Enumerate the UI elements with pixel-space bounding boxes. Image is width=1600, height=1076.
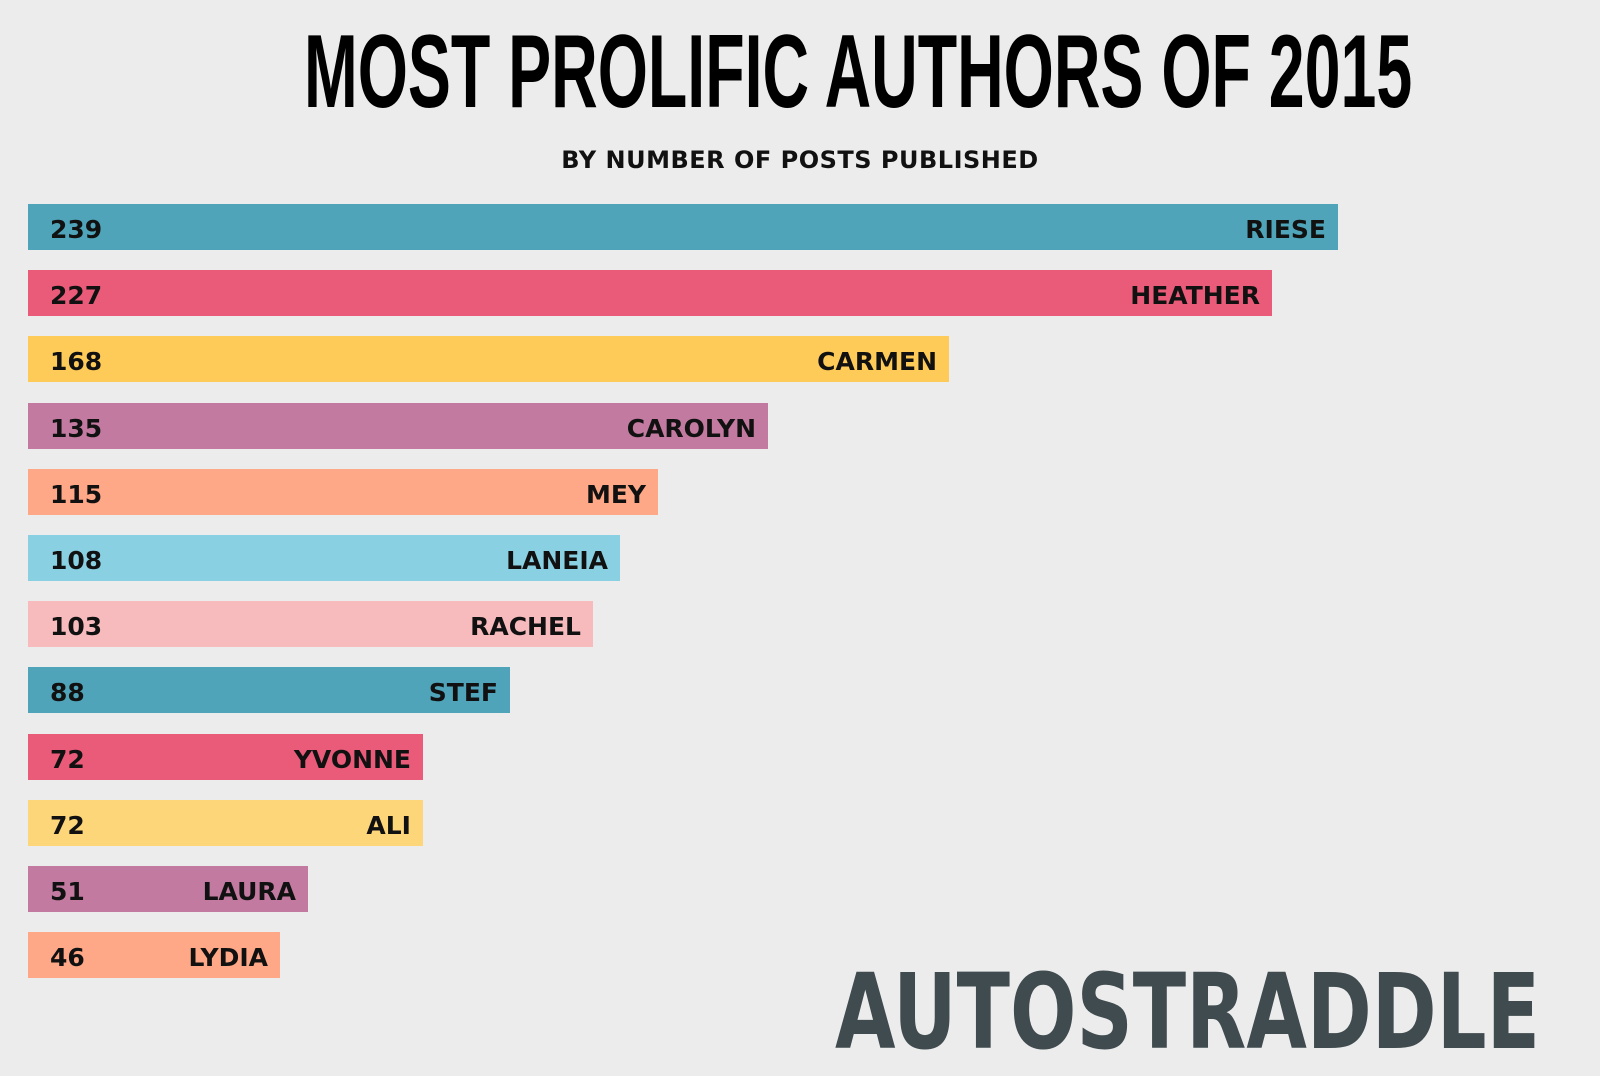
bar-rachel: 103 RACHEL	[28, 601, 593, 647]
bar-riese: 239 RIESE	[28, 204, 1338, 250]
bar-value-label: 239	[50, 215, 103, 244]
bar-value-label: 72	[50, 745, 85, 774]
bar-yvonne: 72 YVONNE	[28, 734, 423, 780]
bar-category-label: LAURA	[202, 877, 296, 906]
bar-category-label: HEATHER	[1130, 281, 1260, 310]
bar-category-label: LANEIA	[506, 546, 608, 575]
bar-value-label: 108	[50, 546, 103, 575]
autostraddle-logo: AUTOSTRADDLE	[835, 960, 1540, 1056]
bar-value-label: 227	[50, 281, 103, 310]
bar-category-label: CARMEN	[817, 347, 937, 376]
logo-text: AUTOSTRADDLE	[835, 960, 1540, 1056]
bar-heather: 227 HEATHER	[28, 270, 1272, 316]
bar-mey: 115 MEY	[28, 469, 658, 515]
bar-category-label: STEF	[428, 678, 498, 707]
chart-subtitle: BY NUMBER OF POSTS PUBLISHED	[561, 146, 1039, 174]
bar-category-label: MEY	[585, 480, 646, 509]
bar-value-label: 103	[50, 612, 103, 641]
bar-value-label: 46	[50, 943, 85, 972]
bar-category-label: RACHEL	[470, 612, 581, 641]
bar-carmen: 168 CARMEN	[28, 336, 949, 382]
bar-category-label: CAROLYN	[626, 414, 756, 443]
chart-title: MOST PROLIFIC AUTHORS OF 2015	[304, 14, 1413, 130]
bar-value-label: 168	[50, 347, 103, 376]
bar-laura: 51 LAURA	[28, 866, 308, 912]
bar-value-label: 135	[50, 414, 103, 443]
bar-value-label: 115	[50, 480, 103, 509]
bar-category-label: LYDIA	[188, 943, 268, 972]
bar-value-label: 88	[50, 678, 85, 707]
bar-value-label: 72	[50, 811, 85, 840]
bar-ali: 72 ALI	[28, 800, 423, 846]
bar-laneia: 108 LANEIA	[28, 535, 620, 581]
bar-category-label: YVONNE	[293, 745, 411, 774]
bar-carolyn: 135 CAROLYN	[28, 403, 768, 449]
bar-lydia: 46 LYDIA	[28, 932, 280, 978]
bar-value-label: 51	[50, 877, 85, 906]
bar-category-label: RIESE	[1245, 215, 1326, 244]
bar-category-label: ALI	[366, 811, 411, 840]
bar-stef: 88 STEF	[28, 667, 510, 713]
